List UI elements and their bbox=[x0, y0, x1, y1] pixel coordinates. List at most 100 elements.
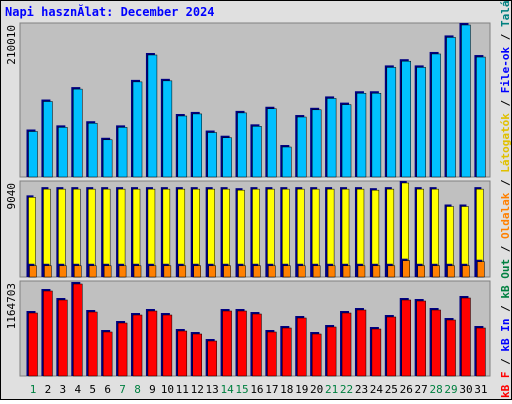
legend-item: File-ok bbox=[499, 47, 512, 94]
legend-item: / bbox=[499, 27, 512, 47]
bar bbox=[222, 310, 232, 377]
bar bbox=[341, 104, 352, 178]
bar bbox=[44, 265, 52, 278]
x-tick-label: 27 bbox=[415, 383, 428, 396]
bar bbox=[267, 108, 277, 178]
bar bbox=[147, 310, 158, 377]
bar bbox=[177, 330, 188, 377]
bar bbox=[118, 265, 127, 278]
legend-item: / bbox=[499, 93, 512, 113]
legend-item: / bbox=[499, 299, 512, 319]
bar bbox=[207, 132, 217, 178]
x-tick-label: 22 bbox=[340, 383, 353, 396]
bar bbox=[207, 340, 217, 377]
bar bbox=[192, 333, 202, 377]
bar bbox=[43, 101, 53, 178]
x-tick-label: 9 bbox=[149, 383, 156, 396]
legend: kB F / kB In / kB Out / Oldalak / Látoga… bbox=[499, 0, 512, 398]
bar bbox=[28, 312, 38, 377]
bar bbox=[74, 265, 82, 278]
bar bbox=[252, 126, 262, 178]
bar bbox=[58, 299, 68, 377]
bar bbox=[148, 265, 157, 278]
x-tick-label: 16 bbox=[250, 383, 263, 396]
legend-item: kB In bbox=[499, 319, 512, 352]
bar bbox=[431, 53, 441, 178]
x-tick-label: 31 bbox=[474, 383, 487, 396]
bar bbox=[223, 265, 231, 278]
bar bbox=[387, 265, 396, 278]
bar bbox=[341, 312, 352, 377]
y-tick-label: 9040 bbox=[5, 183, 18, 210]
x-tick-label: 12 bbox=[191, 383, 204, 396]
legend-item: kB F bbox=[499, 372, 512, 399]
chart-title: Napi hasznĂ­lat: December 2024 bbox=[5, 4, 215, 19]
x-tick-label: 7 bbox=[119, 383, 126, 396]
x-tick-label: 8 bbox=[134, 383, 141, 396]
x-tick-label: 11 bbox=[176, 383, 189, 396]
bar bbox=[163, 265, 172, 278]
bar bbox=[282, 146, 292, 178]
y-tick-label: 1164703 bbox=[5, 283, 18, 329]
x-tick-label: 4 bbox=[74, 383, 81, 396]
bar bbox=[356, 92, 367, 178]
bar bbox=[432, 265, 440, 278]
bar bbox=[386, 67, 397, 178]
bar bbox=[267, 331, 277, 377]
legend-item: Találatok bbox=[499, 0, 512, 27]
bar bbox=[326, 98, 337, 178]
bar bbox=[28, 131, 38, 178]
bar bbox=[462, 265, 470, 278]
bar bbox=[357, 265, 366, 278]
bar bbox=[237, 310, 247, 377]
bar bbox=[461, 297, 471, 377]
bar bbox=[237, 112, 247, 178]
bar bbox=[401, 60, 411, 178]
bar bbox=[417, 265, 425, 278]
x-tick-label: 24 bbox=[370, 383, 384, 396]
x-tick-label: 1 bbox=[30, 383, 37, 396]
bar bbox=[282, 327, 292, 377]
bar bbox=[446, 37, 456, 178]
x-tick-label: 26 bbox=[400, 383, 413, 396]
bar bbox=[59, 265, 67, 278]
bar bbox=[103, 265, 112, 278]
legend-item: / bbox=[499, 239, 512, 259]
bar bbox=[342, 265, 351, 278]
bar bbox=[461, 24, 471, 178]
bar bbox=[431, 309, 441, 377]
bar bbox=[311, 109, 322, 178]
bar bbox=[178, 265, 187, 278]
bar bbox=[296, 317, 307, 377]
x-tick-label: 23 bbox=[355, 383, 368, 396]
bar bbox=[252, 313, 262, 377]
legend-item: Látogatók bbox=[499, 113, 512, 173]
legend-item: kB Out bbox=[499, 259, 512, 299]
x-tick-label: 3 bbox=[60, 383, 67, 396]
bar bbox=[102, 331, 113, 377]
bar bbox=[311, 333, 322, 377]
x-tick-label: 13 bbox=[206, 383, 219, 396]
bar bbox=[133, 265, 142, 278]
bar bbox=[416, 67, 426, 178]
bar bbox=[222, 137, 232, 178]
x-tick-label: 21 bbox=[325, 383, 338, 396]
bar bbox=[73, 88, 83, 178]
bar bbox=[192, 113, 202, 178]
x-tick-label: 20 bbox=[310, 383, 323, 396]
bar bbox=[253, 265, 261, 278]
bar bbox=[312, 265, 321, 278]
x-tick-label: 30 bbox=[459, 383, 472, 396]
x-tick-label: 10 bbox=[161, 383, 174, 396]
y-tick-label: 210010 bbox=[5, 25, 18, 65]
bar bbox=[238, 265, 246, 278]
bar bbox=[476, 56, 486, 178]
bar bbox=[117, 127, 128, 178]
bar bbox=[297, 265, 306, 278]
legend-item: / bbox=[499, 352, 512, 372]
x-tick-label: 15 bbox=[235, 383, 248, 396]
bar bbox=[29, 265, 37, 278]
bar bbox=[132, 314, 143, 377]
bar bbox=[73, 283, 83, 377]
